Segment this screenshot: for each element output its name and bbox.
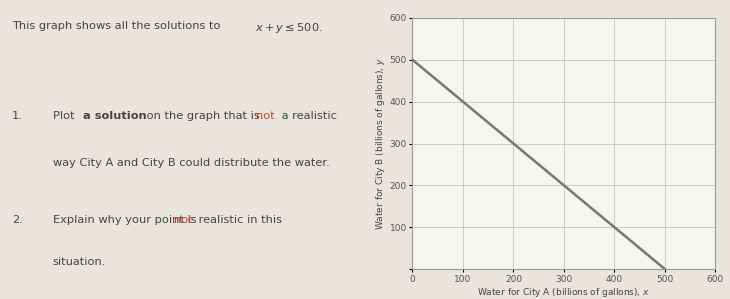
Text: a realistic: a realistic [278,111,337,120]
Text: realistic in this: realistic in this [196,215,283,225]
Text: a solution: a solution [83,111,147,120]
Text: Explain why your point is: Explain why your point is [53,215,200,225]
Y-axis label: Water for City B (billions of gallons), $y$: Water for City B (billions of gallons), … [374,57,387,230]
Text: This graph shows all the solutions to: This graph shows all the solutions to [12,21,224,31]
Text: way City A and City B could distribute the water.: way City A and City B could distribute t… [53,158,329,168]
Text: not: not [256,111,274,120]
Text: $x + y \leq 500$.: $x + y \leq 500$. [255,21,323,35]
Text: on the graph that is: on the graph that is [143,111,264,120]
Text: 2.: 2. [12,215,23,225]
Text: not: not [174,215,193,225]
Text: situation.: situation. [53,257,106,267]
Text: Plot: Plot [53,111,78,120]
X-axis label: Water for City A (billions of gallons), $x$: Water for City A (billions of gallons), … [477,286,650,299]
Text: 1.: 1. [12,111,23,120]
